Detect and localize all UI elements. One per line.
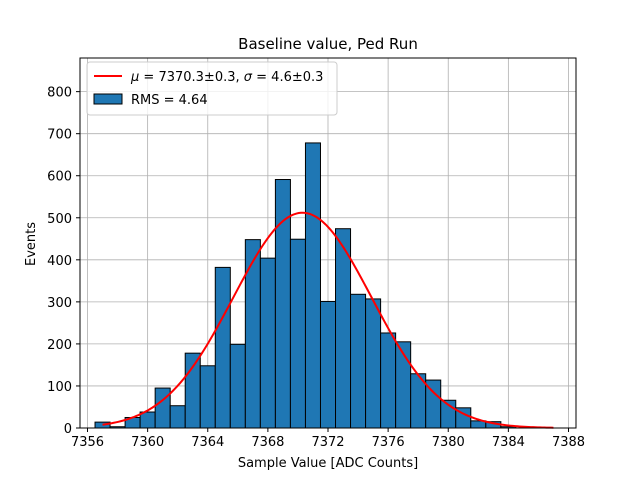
histogram-bar-7 [199,365,216,429]
x-tick-label-8: 7388 [552,435,585,450]
y-tick-label-6: 600 [47,170,72,185]
legend-fit-label: μ = 7370.3±0.3, σ = 4.6±0.3 [130,70,323,85]
y-tick-label-0: 0 [64,422,72,437]
histogram-bar-5 [169,405,186,429]
x-tick-label-2: 7364 [191,435,224,450]
histogram-bar-14 [304,142,321,429]
chart-title: Baseline value, Ped Run [238,35,418,53]
histogram-bar-9 [229,343,246,429]
histogram-bar-15 [319,300,337,429]
x-tick-label-6: 7380 [432,435,465,450]
x-tick-label-0: 7356 [71,435,104,450]
histogram-bar-13 [289,238,306,429]
x-tick-label-5: 7376 [372,435,405,450]
legend-sigma-text: = 4.6±0.3 [252,70,323,85]
histogram-bar-8 [214,266,231,429]
histogram-bar-10 [244,239,261,429]
legend-histogram-label: RMS = 4.64 [131,93,208,108]
gaussian-fit-curve [102,211,554,429]
histogram-bar-6 [184,352,201,429]
legend-mu-text: = 7370.3±0.3, [139,70,243,85]
legend-mu-symbol: μ [130,70,139,85]
y-tick-label-5: 500 [47,212,72,227]
legend-histogram-swatch [93,93,123,105]
histogram-bar-16 [335,228,352,429]
legend-box [86,61,338,116]
x-tick-label-1: 7360 [131,435,164,450]
histogram-bar-17 [350,293,367,429]
y-tick-label-2: 200 [47,338,72,353]
x-tick-label-3: 7368 [251,435,284,450]
histogram-bar-3 [139,411,156,429]
x-axis-label: Sample Value [ADC Counts] [238,456,418,471]
legend-sigma-symbol: σ [244,70,253,85]
y-tick-label-7: 700 [47,128,72,143]
histogram-bar-11 [259,257,276,429]
y-tick-label-4: 400 [47,254,72,269]
y-tick-label-8: 800 [47,86,72,101]
legend: μ = 7370.3±0.3, σ = 4.6±0.3 RMS = 4.64 [86,61,338,116]
x-tick-label-4: 7372 [311,435,344,450]
y-tick-label-1: 100 [47,380,72,395]
y-tick-label-3: 300 [47,296,72,311]
plot-area: 7356 7360 7364 7368 7372 7376 7380 7384 7388 0 100… [47,57,585,450]
histogram-bar-18 [365,298,382,429]
histogram-bar-4 [154,387,171,429]
y-axis-label: Events [24,222,39,266]
x-tick-label-7: 7384 [492,435,525,450]
histogram-bar-19 [380,332,397,429]
